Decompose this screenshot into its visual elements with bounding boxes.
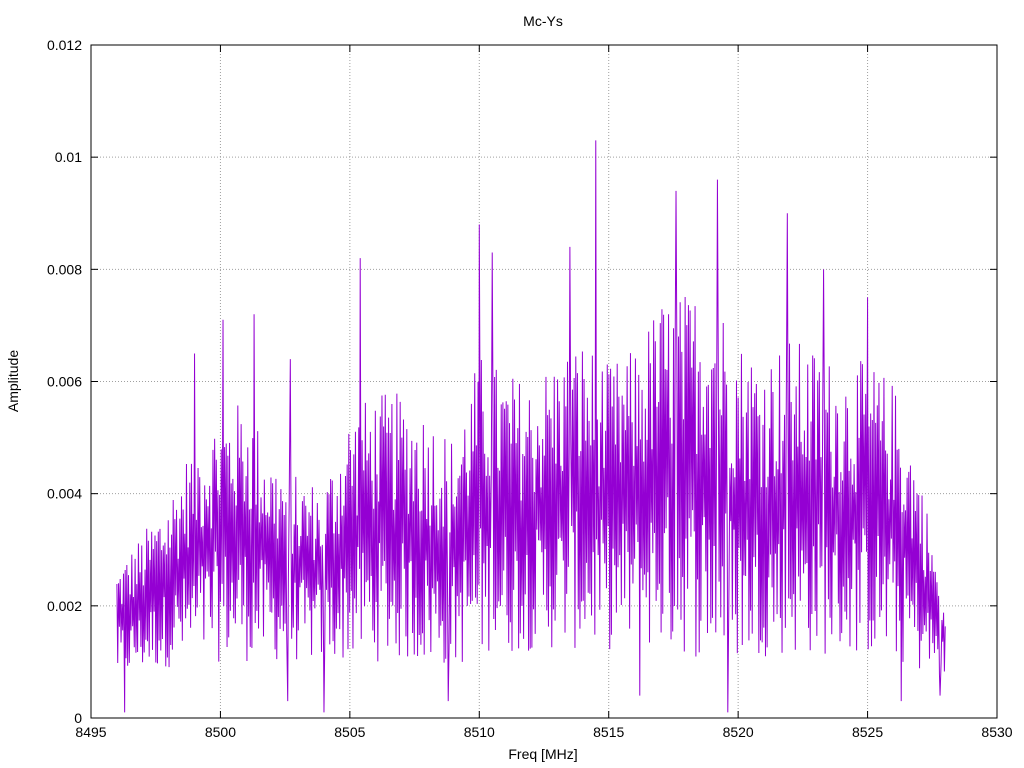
x-tick-label: 8520 bbox=[723, 724, 754, 740]
y-tick-label: 0.01 bbox=[55, 149, 82, 165]
x-tick-label: 8515 bbox=[593, 724, 624, 740]
series-group bbox=[116, 140, 946, 713]
plot-frame bbox=[90, 44, 998, 719]
x-tick-label: 8500 bbox=[205, 724, 236, 740]
x-tick-label: 8505 bbox=[334, 724, 365, 740]
x-axis-label: Freq [MHz] bbox=[508, 746, 577, 762]
y-tick-label: 0.006 bbox=[47, 374, 82, 390]
series-line bbox=[116, 140, 946, 713]
y-tick-label: 0.008 bbox=[47, 261, 82, 277]
x-tick-label: 8530 bbox=[981, 724, 1012, 740]
axis-ticks: 8495 8500 8505 8510 8515 8520 8525 8530 0 0.002 0.… bbox=[47, 37, 1013, 740]
y-tick-label: 0.012 bbox=[47, 37, 82, 53]
y-tick-label: 0.004 bbox=[47, 486, 82, 502]
chart-title: Mc-Ys bbox=[523, 13, 563, 29]
y-tick-label: 0 bbox=[74, 710, 82, 726]
y-axis-label: Amplitude bbox=[5, 350, 21, 412]
x-tick-label: 8510 bbox=[464, 724, 495, 740]
x-tick-label: 8495 bbox=[75, 724, 106, 740]
x-tick-label: 8525 bbox=[852, 724, 883, 740]
y-tick-label: 0.002 bbox=[47, 598, 82, 614]
